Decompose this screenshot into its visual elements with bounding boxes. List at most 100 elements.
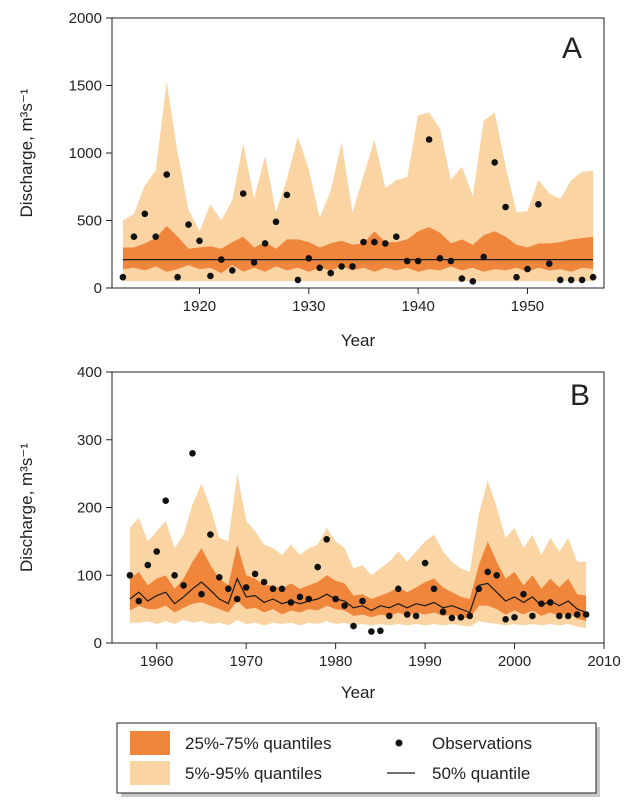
observation-point [567, 276, 575, 284]
observation-point [119, 273, 127, 281]
x-tick-label: 1920 [183, 298, 216, 315]
observation-point [278, 585, 286, 593]
observation-point [198, 590, 205, 598]
observation-point [189, 450, 196, 457]
observation-point [207, 531, 214, 538]
observation-point [162, 497, 169, 505]
observation-point [180, 582, 187, 589]
observation-point [360, 238, 367, 246]
observation-point [414, 257, 422, 265]
observation-point [403, 611, 411, 618]
y-tick-label: 400 [77, 364, 102, 381]
y-tick-label: 300 [77, 432, 102, 449]
observation-point [260, 578, 268, 586]
observation-point [368, 628, 375, 635]
legend: 25%-75% quantiles Observations 5%-95% quan… [116, 722, 600, 797]
observation-point [250, 259, 258, 266]
x-tick-label: 1930 [292, 298, 325, 315]
panel-a: 0 500 1000 1500 2000 1920 1930 1940 1950 Year Disc… [17, 10, 605, 350]
legend-label: 50% quantile [432, 764, 530, 783]
x-tick-label: 2010 [587, 653, 620, 670]
observation-point [524, 265, 531, 273]
observation-point [439, 608, 447, 616]
observation-point [225, 585, 232, 593]
observation-point [239, 190, 247, 197]
observation-point [557, 276, 564, 284]
observation-point [412, 612, 420, 620]
observation-point [207, 272, 214, 280]
observation-point [294, 276, 302, 284]
observation-point [547, 599, 554, 606]
x-tick-label: 1980 [319, 653, 352, 670]
observation-point [377, 627, 384, 635]
observation-point [529, 612, 536, 620]
observation-point [484, 568, 492, 576]
y-tick-label: 2000 [69, 10, 102, 27]
observation-point [382, 240, 389, 247]
observation-point [538, 600, 545, 607]
y-axis-title: Discharge, m³s⁻¹ [17, 88, 36, 217]
panel-label: A [562, 32, 582, 65]
y-axis-title: Discharge, m³s⁻¹ [17, 443, 36, 572]
observation-point [305, 595, 313, 603]
observation-point [261, 240, 269, 247]
x-tick-label: 2000 [498, 653, 531, 670]
legend-dot [395, 739, 403, 747]
observation-point [513, 273, 520, 281]
y-tick-label: 100 [77, 567, 102, 584]
observation-point [251, 570, 259, 578]
observation-point [466, 612, 474, 620]
x-axis-title: Year [341, 683, 376, 702]
observation-point [350, 622, 357, 630]
legend-label: Observations [432, 734, 532, 753]
observation-point [491, 159, 499, 166]
observation-point [296, 593, 304, 601]
x-axis-title: Year [341, 331, 376, 350]
observation-point [152, 233, 159, 240]
panel-b: 0 100 200 300 400 1960 1970 1980 1990 2000 2010 Yea… [17, 364, 621, 702]
observation-point [447, 257, 455, 265]
panel-label: B [570, 379, 590, 412]
observation-point [546, 260, 553, 268]
observation-point [502, 616, 509, 623]
observation-point [130, 233, 138, 240]
observation-point [493, 572, 501, 579]
observation-point [185, 221, 192, 228]
observation-point [153, 548, 160, 555]
observation-point [269, 585, 277, 593]
observation-point [341, 602, 348, 609]
observation-point [287, 599, 295, 606]
observation-point [283, 191, 291, 199]
observation-point [582, 611, 590, 618]
observation-point [589, 273, 597, 281]
observation-point [305, 254, 313, 262]
observation-point [218, 256, 225, 263]
observation-point [564, 612, 572, 620]
x-tick-label: 1950 [511, 298, 544, 315]
x-tick-label: 1940 [401, 298, 434, 315]
observation-point [502, 203, 509, 211]
observation-point [332, 595, 339, 603]
observation-point [573, 611, 581, 618]
observation-point [469, 278, 477, 285]
observation-point [393, 233, 400, 240]
legend-swatch [130, 761, 170, 785]
observation-point [314, 563, 322, 571]
observation-point [430, 585, 438, 593]
band-25-75-quantiles [122, 225, 594, 274]
legend-box [116, 722, 597, 794]
band-5-95-quantiles [122, 81, 594, 282]
observation-point [229, 267, 236, 274]
observation-point [511, 614, 518, 621]
observation-point [480, 253, 488, 261]
y-tick-label: 200 [77, 500, 102, 517]
observation-point [126, 572, 134, 579]
x-tick-label: 1990 [408, 653, 441, 670]
y-tick-label: 0 [94, 635, 102, 652]
observation-point [448, 614, 456, 622]
observation-point [338, 263, 345, 270]
band-25-75-quantiles [129, 541, 587, 622]
observation-point [233, 595, 241, 603]
observation-point [520, 590, 527, 598]
